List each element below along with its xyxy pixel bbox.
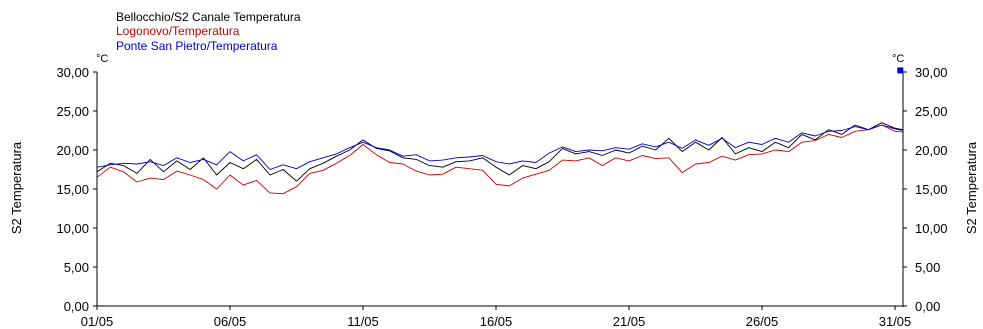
legend: Bellocchio/S2 Canale Temperatura Logonov… [116, 10, 301, 53]
x-tick-label: 16/05 [480, 314, 513, 329]
left-y-ticks: 0,00 5,00 10,00 15,00 20,00 25,00 30,00 [56, 65, 97, 314]
x-tick-label: 01/05 [81, 314, 114, 329]
series-layer [96, 122, 904, 195]
y-tick-label-left: 0,00 [64, 299, 89, 314]
y-tick-label-right: 5,00 [915, 260, 940, 275]
legend-entry-logonovo: Logonovo/Temperatura [116, 24, 240, 38]
left-axis-title: S2 Temperatura [9, 141, 24, 234]
endpoint-marker [897, 67, 904, 74]
series-line-1 [96, 124, 904, 195]
x-tick-label: 31/05 [879, 314, 912, 329]
y-tick-label-right: 0,00 [915, 299, 940, 314]
legend-entry-ponte-san-pietro: Ponte San Pietro/Temperatura [116, 39, 278, 53]
right-y-ticks: 0,00 5,00 10,00 15,00 20,00 25,00 30,00 [903, 65, 948, 314]
x-tick-label: 26/05 [746, 314, 779, 329]
y-tick-label-left: 30,00 [56, 65, 89, 80]
y-tick-label-left: 10,00 [56, 221, 89, 236]
marker-layer [897, 67, 904, 74]
y-tick-label-left: 25,00 [56, 104, 89, 119]
y-tick-label-right: 10,00 [915, 221, 948, 236]
y-tick-label-right: 20,00 [915, 143, 948, 158]
right-axis-title: S2 Temperatura [964, 141, 979, 234]
right-unit-label: °C [892, 53, 904, 65]
y-tick-label-left: 20,00 [56, 143, 89, 158]
x-tick-label: 11/05 [347, 314, 379, 329]
y-tick-label-left: 5,00 [64, 260, 89, 275]
left-unit-label: °C [96, 53, 108, 65]
x-tick-label: 06/05 [214, 314, 247, 329]
x-ticks: 01/05 06/05 11/05 16/05 21/05 26/05 31/05 [81, 306, 912, 329]
y-tick-label-right: 15,00 [915, 182, 948, 197]
series-line-2 [96, 124, 904, 170]
x-tick-label: 21/05 [613, 314, 646, 329]
legend-entry-bellocchio: Bellocchio/S2 Canale Temperatura [116, 10, 301, 24]
y-tick-label-right: 25,00 [915, 104, 948, 119]
y-tick-label-right: 30,00 [915, 65, 948, 80]
y-tick-label-left: 15,00 [56, 182, 89, 197]
series-line-0 [96, 122, 904, 182]
